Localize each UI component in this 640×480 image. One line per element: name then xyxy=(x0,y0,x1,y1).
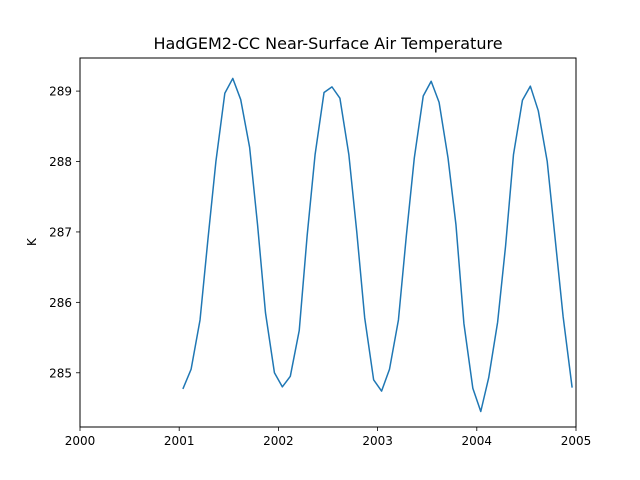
chart-title: HadGEM2-CC Near-Surface Air Temperature xyxy=(153,34,502,53)
y-tick-label: 285 xyxy=(49,366,72,380)
x-tick-label: 2005 xyxy=(561,434,592,448)
x-axis-ticks: 2000 2001 2002 2003 2004 2005 xyxy=(65,427,592,448)
x-tick-label: 2003 xyxy=(362,434,393,448)
y-axis-ticks: 285 286 287 288 289 xyxy=(49,85,80,380)
x-tick-label: 2001 xyxy=(164,434,195,448)
y-tick-label: 289 xyxy=(49,85,72,99)
temperature-series-line xyxy=(182,77,573,413)
y-axis-label: K xyxy=(25,237,39,246)
plot-area-frame xyxy=(79,57,577,428)
y-tick-label: 287 xyxy=(49,225,72,239)
y-tick-label: 288 xyxy=(49,155,72,169)
x-tick-label: 2000 xyxy=(65,434,96,448)
y-tick-label: 286 xyxy=(49,296,72,310)
x-tick-label: 2002 xyxy=(263,434,294,448)
x-tick-label: 2004 xyxy=(462,434,493,448)
